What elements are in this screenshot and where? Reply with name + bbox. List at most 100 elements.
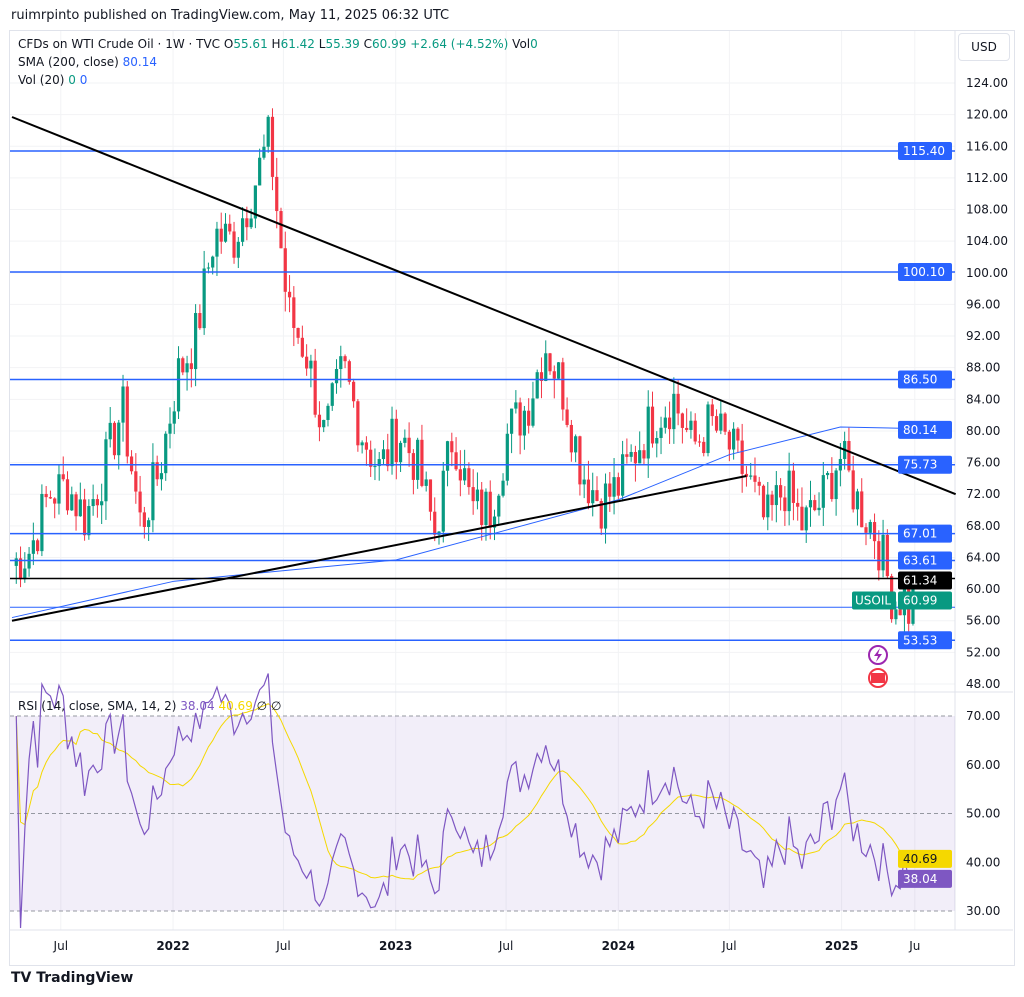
level-label: 67.01 [903,527,937,541]
candle [112,422,117,456]
candle [877,541,881,571]
price-tick: 108.00 [966,203,1008,217]
rsi-legend[interactable]: RSI (14, close, SMA, 14, 2) 38.04 40.69 … [18,699,281,713]
candle [138,491,142,513]
candle [82,499,87,536]
candle [172,411,176,424]
vol-legend[interactable]: Vol (20) 0 0 [18,73,87,87]
level-label: 115.40 [903,144,945,158]
candle [343,356,347,362]
level-label: 63.61 [903,554,937,568]
sma-legend[interactable]: SMA (200, close) 80.14 [18,55,157,69]
candle [48,497,53,499]
candle [458,469,462,481]
candle [390,418,394,467]
candle [206,267,211,269]
current-price-label: 60.99 [903,594,937,608]
price-tick: 120.00 [966,108,1008,122]
candle [586,479,591,504]
time-tick: Jul [498,939,513,953]
candle [352,381,356,402]
candle [672,393,676,430]
candle [61,474,65,480]
candle [719,413,723,431]
candle [881,534,885,571]
candle [685,427,689,430]
currency-button[interactable]: USD [958,33,1010,61]
candle [360,442,364,446]
level-label-bg [898,370,952,389]
price-tick: 52.00 [966,645,1000,659]
candle [159,473,164,480]
time-tick: Jul [53,939,68,953]
candle [31,540,35,554]
candle [539,372,544,381]
low-label: L [318,37,326,51]
price-tick: 60.00 [966,582,1000,596]
candle [509,408,514,434]
candle [693,420,697,442]
candle [595,490,599,501]
us-flag-icon-body [871,673,885,683]
vol-value: 0 [530,37,538,51]
level-label: 86.50 [903,373,937,387]
candle [736,428,740,441]
candle [245,218,249,228]
candle [381,449,386,460]
rsi-value: 38.04 [180,699,215,713]
candle [522,410,526,436]
candle [347,361,351,382]
close-label: C [363,37,373,51]
candle [697,441,702,443]
candle [727,431,731,450]
candle [44,493,48,498]
candle [552,371,556,379]
candle [377,459,381,467]
sma-label-bg [898,420,952,439]
candle [787,470,791,512]
price-tick: 48.00 [966,677,1000,691]
hide-icon[interactable]: ∅ [270,699,282,713]
candle [680,413,684,428]
vol20-a: 0 [68,73,76,87]
level-label-bg [898,551,952,570]
candle [398,442,403,463]
candle [608,483,612,497]
candle [761,485,766,518]
price-tick: 124.00 [966,76,1008,90]
candle [582,479,586,485]
candle [386,449,390,467]
candle [283,248,287,292]
vol-label: Vol [512,37,531,51]
candle [322,419,326,428]
candle [305,356,309,369]
candle [36,540,40,552]
candle [300,337,304,357]
price-tick: 116.00 [966,139,1008,153]
candle [860,491,864,528]
candle [544,353,548,381]
candle [433,511,437,535]
candle [612,477,616,497]
price-tick: 76.00 [966,456,1000,470]
tradingview-logo: 𝗧𝗩 TradingView [11,970,133,986]
rsi-value-tag: 38.04 [903,872,937,886]
candle [403,437,407,443]
candle [834,470,838,500]
candle [642,450,646,459]
hide-icon[interactable]: ∅ [256,699,268,713]
candle [578,436,582,485]
candle [189,363,193,370]
candle [407,437,411,454]
candle [181,358,185,373]
candle [236,241,240,258]
level-label: 100.10 [903,265,945,279]
candle [364,442,369,450]
candle [808,500,813,508]
candle [373,466,377,468]
candle [228,223,232,232]
high-label: H [271,37,281,51]
symbol-title[interactable]: CFDs on WTI Crude Oil · 1W · TVC [18,37,221,51]
sma200-line [11,426,918,619]
